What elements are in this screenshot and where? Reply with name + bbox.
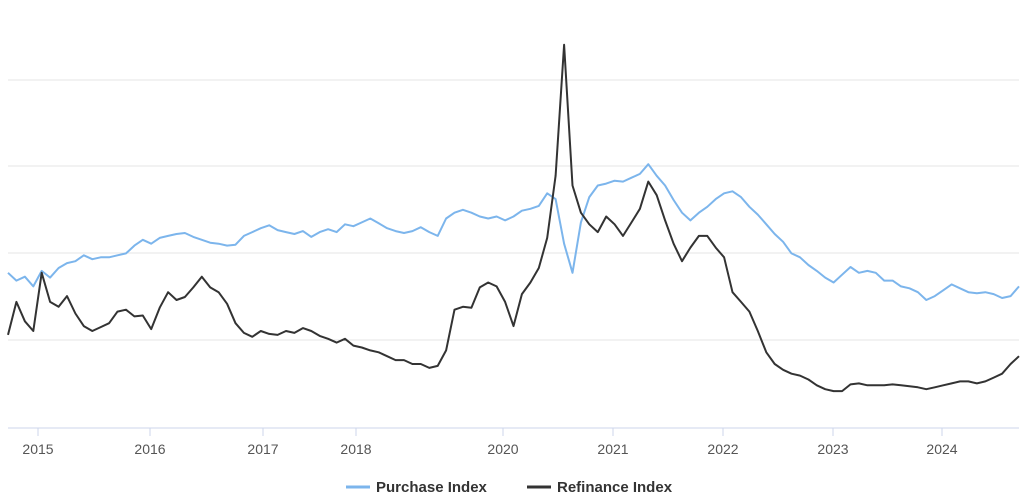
x-tick-label: 2018 [340, 441, 371, 457]
legend-item-refinance[interactable]: Refinance Index [527, 479, 673, 496]
x-tick-label: 2015 [22, 441, 53, 457]
x-tick-label: 2022 [707, 441, 738, 457]
legend-label-refinance: Refinance Index [557, 479, 673, 496]
gridlines [8, 79, 1019, 341]
x-tick-label: 2017 [247, 441, 278, 457]
legend[interactable]: Purchase Index Refinance Index [346, 479, 673, 496]
x-tick-label: 2020 [487, 441, 518, 457]
x-tick-label: 2024 [926, 441, 957, 457]
x-axis: 2015 2016 2017 2018 2020 2021 2022 2023 2024 [8, 427, 1019, 457]
series-lines [7, 43, 1020, 393]
x-tick-label: 2021 [597, 441, 628, 457]
purchase-index-line[interactable] [7, 163, 1020, 301]
legend-item-purchase[interactable]: Purchase Index [346, 479, 488, 496]
x-tick-label: 2016 [134, 441, 165, 457]
x-tick-label: 2023 [817, 441, 848, 457]
refinance-index-line[interactable] [7, 43, 1020, 393]
legend-label-purchase: Purchase Index [376, 479, 488, 496]
